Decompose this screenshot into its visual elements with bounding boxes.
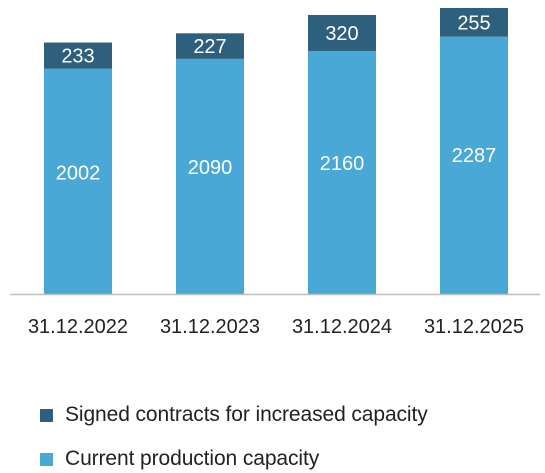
bar-segment-signed-1 bbox=[44, 42, 112, 69]
data-label-current-1: 2002 bbox=[56, 162, 101, 184]
data-label-signed-2: 227 bbox=[193, 36, 226, 58]
data-label-signed-4: 255 bbox=[457, 12, 490, 34]
bar-segment-current-3 bbox=[308, 50, 376, 294]
bar-segment-current-2 bbox=[176, 58, 244, 294]
bar-segment-signed-2 bbox=[176, 33, 244, 59]
bar-segment-current-4 bbox=[440, 36, 508, 295]
data-label-current-2: 2090 bbox=[188, 157, 233, 179]
bar-segment-signed-4 bbox=[440, 8, 508, 37]
data-label-signed-1: 233 bbox=[61, 46, 94, 68]
x-tick-label-2: 31.12.2023 bbox=[160, 316, 260, 338]
bar-segment-signed-3 bbox=[308, 14, 376, 51]
bar-segment-current-1 bbox=[44, 68, 112, 294]
data-label-signed-3: 320 bbox=[325, 23, 358, 45]
x-tick-label-4: 31.12.2025 bbox=[424, 316, 524, 338]
x-tick-label-1: 31.12.2022 bbox=[28, 316, 128, 338]
x-tick-label-3: 31.12.2024 bbox=[292, 316, 392, 338]
data-label-current-4: 2287 bbox=[452, 145, 497, 167]
data-label-current-3: 2160 bbox=[320, 153, 365, 175]
